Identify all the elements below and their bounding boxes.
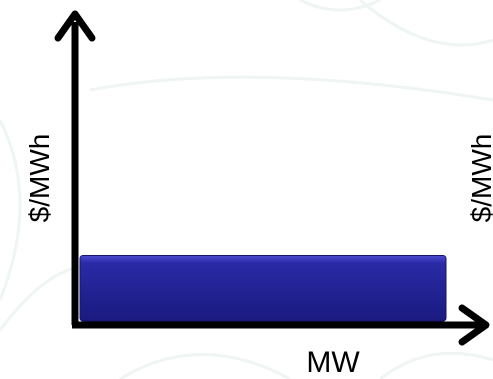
- y-axis-arrowhead: [54, 10, 96, 42]
- x-axis-label: MW: [306, 346, 360, 379]
- x-axis-arrowhead: [458, 304, 490, 346]
- secondary-y-axis-label: $/MWh: [466, 134, 493, 223]
- bar-series: [79, 254, 447, 322]
- y-axis-label: $/MWh: [24, 134, 55, 223]
- bar: [79, 254, 447, 322]
- x-axis: [72, 304, 490, 346]
- y-axis: [54, 10, 96, 325]
